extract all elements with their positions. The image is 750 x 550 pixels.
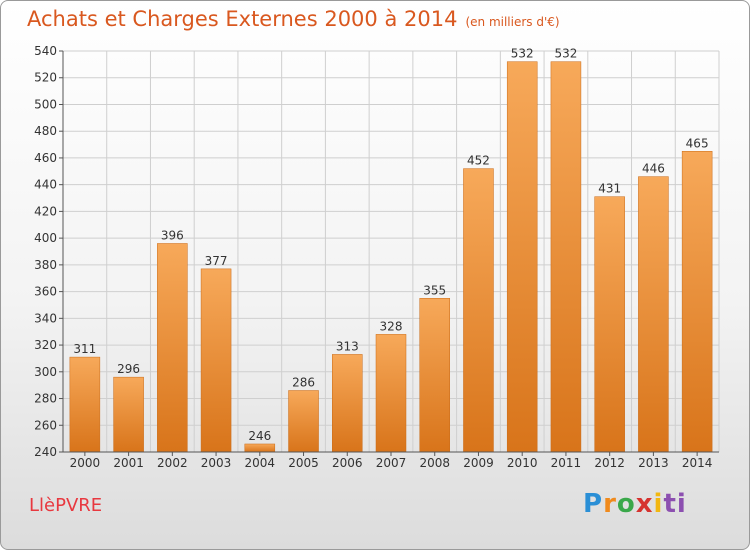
chart-unit: (en milliers d'€) — [465, 15, 560, 29]
bar-2010 — [506, 61, 538, 453]
y-tick-label: 440 — [34, 178, 57, 192]
x-tick-label-2001: 2001 — [113, 456, 144, 470]
x-tick-label-2008: 2008 — [419, 456, 450, 470]
data-label-2010: 532 — [511, 47, 534, 61]
data-label-2002: 396 — [161, 228, 184, 242]
bar-2000 — [69, 356, 101, 453]
bar-2014 — [681, 151, 713, 453]
bar-2008 — [419, 298, 450, 453]
data-label-2004: 246 — [248, 429, 271, 443]
data-label-2008: 355 — [423, 283, 446, 297]
x-tick-label-2011: 2011 — [551, 456, 582, 470]
data-label-2014: 465 — [686, 136, 709, 150]
data-label-2009: 452 — [467, 154, 490, 168]
data-label-2000: 311 — [73, 342, 96, 356]
logo-letter: i — [653, 489, 664, 519]
y-tick-label: 300 — [34, 365, 57, 379]
bar-2001 — [113, 376, 144, 453]
commune-name: LlèPVRE — [29, 495, 103, 516]
chart-title-text: Achats et Charges Externes 2000 à 2014 — [27, 7, 458, 31]
x-tick-label-2000: 2000 — [70, 456, 101, 470]
x-tick-label-2005: 2005 — [288, 456, 319, 470]
chart-title: Achats et Charges Externes 2000 à 2014 (e… — [27, 7, 560, 31]
data-label-2006: 313 — [336, 339, 359, 353]
bar-2002 — [157, 243, 188, 453]
bars: 311 296 396 377 246 286 313 328 355 452 532 532 431 4… — [69, 47, 713, 453]
data-label-2003: 377 — [205, 254, 228, 268]
y-tick-label: 520 — [34, 71, 57, 85]
bar-2007 — [375, 334, 407, 453]
y-tick-label: 360 — [34, 285, 57, 299]
y-tick-label: 500 — [34, 97, 57, 111]
data-label-2007: 328 — [380, 319, 403, 333]
data-label-2005: 286 — [292, 376, 315, 390]
bar-2011 — [550, 61, 582, 453]
y-tick-label: 340 — [34, 311, 57, 325]
logo-letter: r — [603, 489, 617, 519]
x-tick-label-2007: 2007 — [376, 456, 407, 470]
x-tick-label-2012: 2012 — [594, 456, 625, 470]
data-label-2001: 296 — [117, 362, 140, 376]
bar-2009 — [463, 168, 494, 453]
logo-letter: ti — [663, 489, 687, 519]
y-tick-label: 540 — [34, 44, 57, 58]
logo-letter: x — [635, 489, 654, 519]
bar-2004 — [244, 443, 276, 453]
x-tick-label-2002: 2002 — [157, 456, 188, 470]
bar-2005 — [288, 390, 319, 453]
x-tick-label-2009: 2009 — [463, 456, 494, 470]
proxiti-logo: Proxiti — [583, 489, 687, 519]
y-tick-label: 460 — [34, 151, 57, 165]
x-tick-label-2003: 2003 — [201, 456, 232, 470]
y-tick-label: 380 — [34, 258, 57, 272]
x-tick-label-2014: 2014 — [682, 456, 713, 470]
data-label-2011: 532 — [554, 47, 577, 61]
y-tick-label: 320 — [34, 338, 57, 352]
data-label-2012: 431 — [598, 182, 621, 196]
y-tick-label: 480 — [34, 124, 57, 138]
bar-2012 — [594, 196, 625, 453]
x-tick-label-2004: 2004 — [245, 456, 276, 470]
y-tick-label: 400 — [34, 231, 57, 245]
y-tick-label: 260 — [34, 418, 57, 432]
bar-2003 — [200, 268, 232, 453]
bar-2013 — [638, 176, 669, 453]
y-tick-label: 280 — [34, 392, 57, 406]
x-tick-label-2010: 2010 — [507, 456, 538, 470]
y-tick-label: 420 — [34, 204, 57, 218]
data-label-2013: 446 — [642, 162, 665, 176]
logo-letter: o — [616, 489, 636, 519]
axes: 240 260 280 300 320 340 360 380 400 420 440 460 480 5… — [34, 44, 719, 470]
x-tick-label-2013: 2013 — [638, 456, 669, 470]
logo-letter: P — [583, 489, 604, 519]
x-tick-label-2006: 2006 — [332, 456, 363, 470]
bar-2006 — [332, 354, 363, 453]
y-tick-label: 240 — [34, 445, 57, 459]
